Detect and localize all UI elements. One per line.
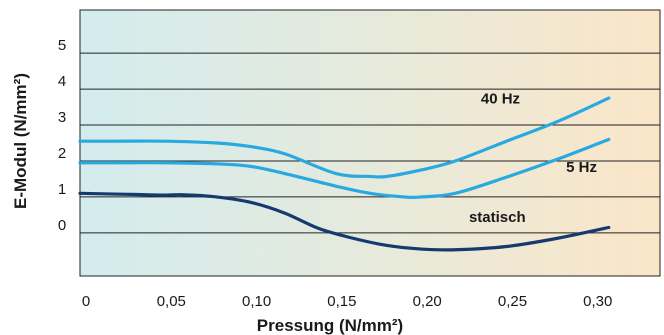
series-annotations: 40 Hz 5 Hz statisch	[469, 90, 597, 226]
series-line-5-hz	[78, 137, 611, 199]
y-axis-title: E-Modul (N/mm²)	[11, 73, 30, 209]
x-tick-label: 0,15	[327, 293, 356, 310]
y-tick-label: 0	[58, 217, 66, 234]
x-tick-label: 0,05	[157, 293, 186, 310]
y-tick-labels: 0 1 2 3 4 5	[58, 37, 66, 234]
series-lines	[78, 96, 611, 252]
x-tick-label: 0,10	[242, 293, 271, 310]
series-annotation: 40 Hz	[481, 90, 520, 107]
x-tick-label: 0,20	[413, 293, 442, 310]
x-tick-label: 0,30	[583, 293, 612, 310]
y-tick-label: 5	[58, 37, 66, 54]
x-axis-title: Pressung (N/mm²)	[257, 316, 403, 335]
y-tick-label: 3	[58, 109, 66, 126]
series-line-statisch	[78, 191, 611, 252]
gridlines	[80, 52, 660, 234]
series-annotation: statisch	[469, 209, 526, 226]
x-tick-label: 0,25	[498, 293, 527, 310]
y-tick-label: 1	[58, 181, 66, 198]
series-line-40-hz	[78, 96, 611, 179]
y-tick-label: 2	[58, 145, 66, 162]
x-tick-label: 0	[82, 293, 90, 310]
y-tick-label: 4	[58, 73, 66, 90]
series-annotation: 5 Hz	[566, 159, 597, 176]
x-tick-labels: 0 0,05 0,10 0,15 0,20 0,25 0,30	[82, 293, 613, 310]
